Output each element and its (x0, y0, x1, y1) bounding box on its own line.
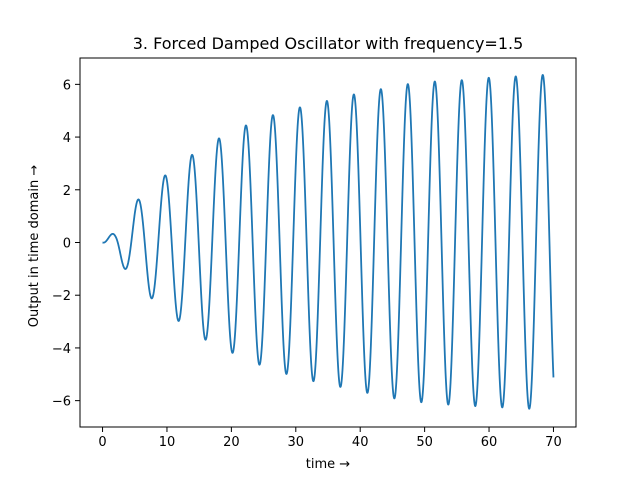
x-tick-label: 20 (223, 435, 240, 450)
y-tick-label: −4 (52, 342, 71, 357)
x-tick-label: 10 (159, 435, 176, 450)
y-tick-label: −6 (52, 395, 71, 410)
y-tick-label: −2 (52, 289, 71, 304)
axis-ticks: 0 10 20 30 40 50 60 70 −6 −4 −2 0 2 4 6 (52, 78, 562, 450)
x-tick-label: 0 (98, 435, 106, 450)
y-tick-label: 6 (63, 78, 71, 93)
series-line (101, 74, 555, 410)
y-tick-label: 2 (63, 184, 71, 199)
y-tick-label: 4 (63, 131, 71, 146)
y-tick-label: 0 (63, 237, 71, 252)
x-tick-label: 60 (481, 435, 498, 450)
x-tick-label: 40 (352, 435, 369, 450)
chart-title: 3. Forced Damped Oscillator with frequen… (133, 34, 524, 53)
y-axis-label: Output in time domain → (27, 165, 42, 328)
x-tick-label: 30 (288, 435, 305, 450)
x-axis-label: time → (306, 457, 351, 472)
x-tick-label: 70 (545, 435, 562, 450)
x-tick-label: 50 (416, 435, 433, 450)
